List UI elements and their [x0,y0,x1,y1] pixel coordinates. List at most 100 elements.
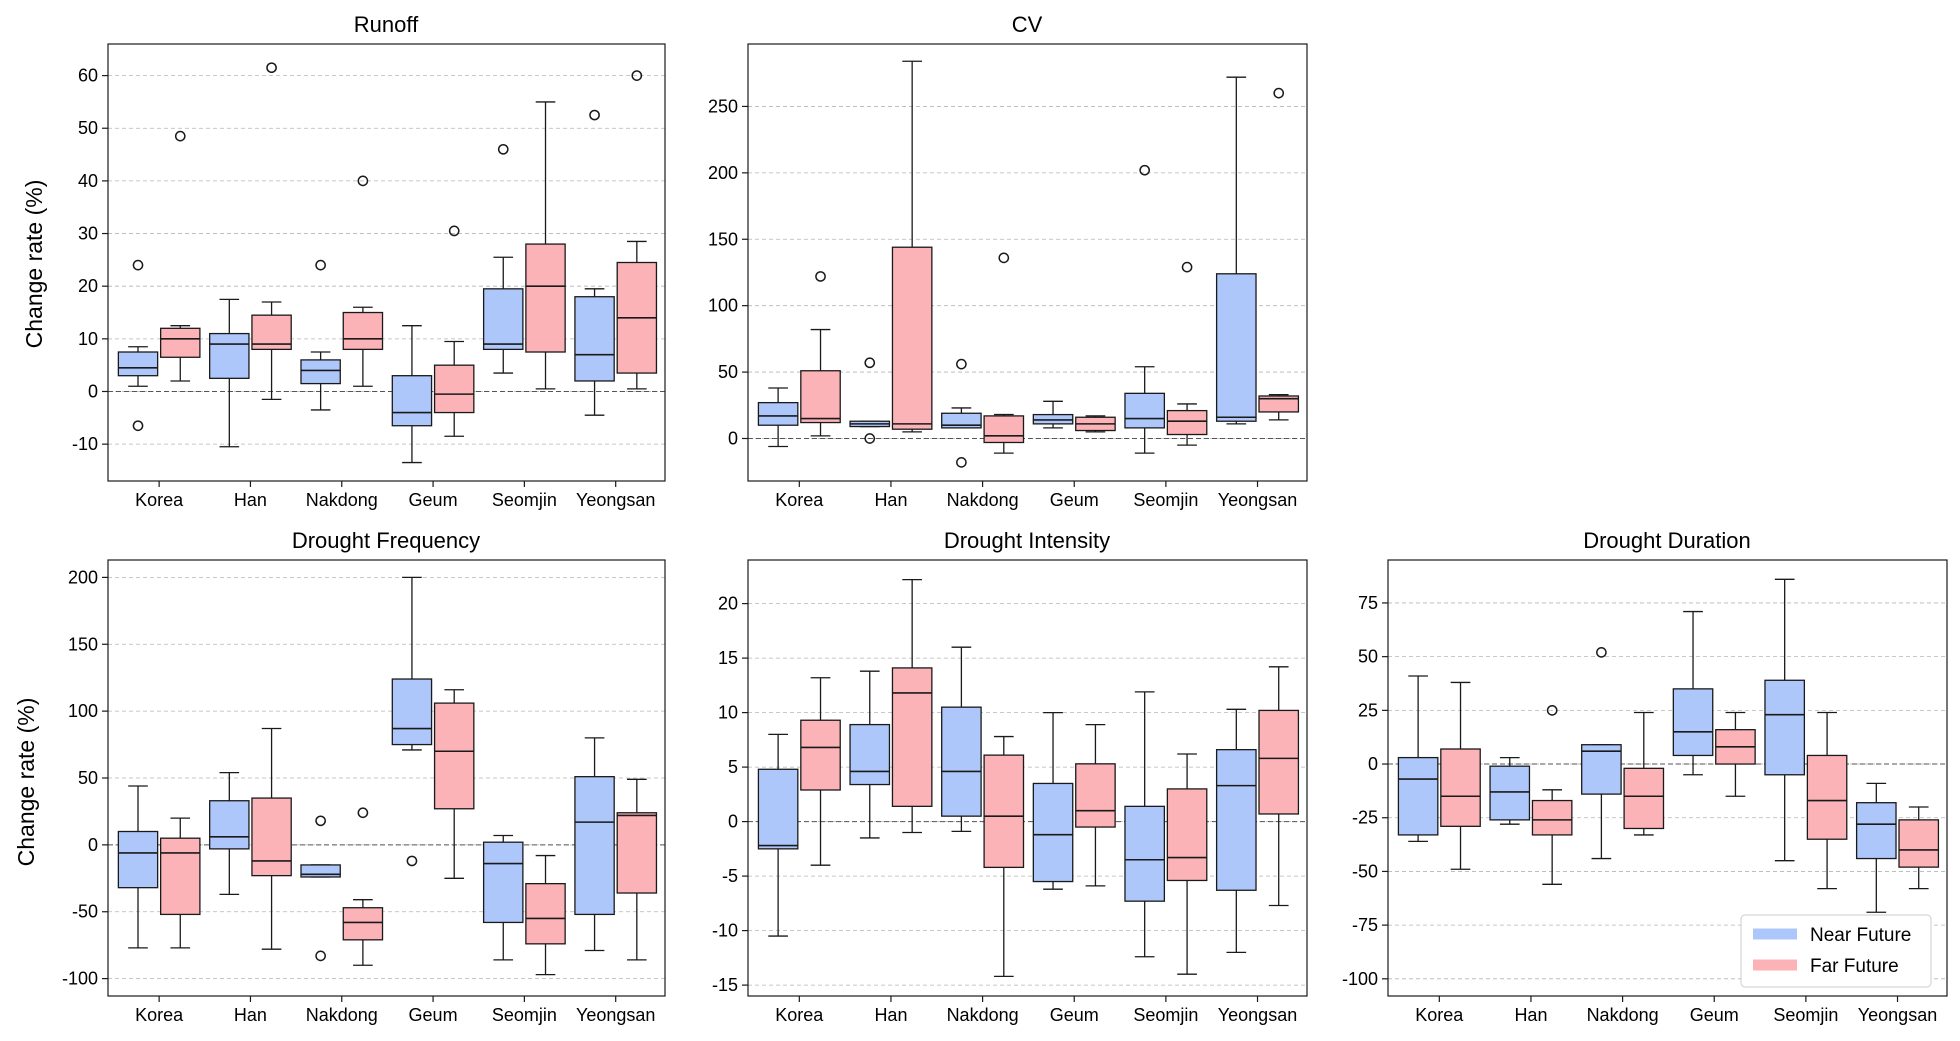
legend: Near Future Far Future [1740,914,1932,988]
axes-frame [107,43,666,482]
x-tick-label-yeongsan: Yeongsan [1858,1005,1937,1025]
y-tick-label: -50 [72,902,98,922]
box-near-future-korea [117,351,159,377]
x-tick-label-geum: Geum [409,1005,458,1025]
x-tick-label-nakdong: Nakdong [947,1005,1019,1025]
outlier-near-future-korea [132,259,144,271]
outlier-far-future-yeongsan [1273,87,1285,99]
box-far-future-korea [159,327,201,358]
x-tick-label-nakdong: Nakdong [1587,1005,1659,1025]
box-far-future-seomjin [1166,409,1208,436]
y-tick-label: 20 [78,276,98,296]
outlier-far-future-nakdong [357,175,369,187]
x-tick-label-seomjin: Seomjin [1773,1005,1838,1025]
y-tick-label: 0 [88,381,98,401]
box-near-future-nakdong [1581,744,1622,795]
panel-title: CV [1012,12,1043,37]
y-tick-label: 40 [78,171,98,191]
box-near-future-han [209,332,250,379]
axes-frame [1387,559,1948,997]
outlier-near-future-geum [406,855,418,867]
x-tick-label-seomjin: Seomjin [1133,1005,1198,1025]
outlier-near-future-seomjin [1139,164,1151,176]
box-near-future-korea [757,401,799,426]
outlier-near-future-nakdong [315,950,326,962]
box-near-future-nakdong [300,359,341,385]
outlier-far-future-han [266,62,277,74]
box-near-future-geum [1672,688,1714,757]
y-tick-label: 100 [708,296,738,316]
box-far-future-yeongsan [1258,709,1300,815]
y-tick-label: 10 [78,329,98,349]
x-tick-label-seomjin: Seomjin [492,490,557,510]
legend-label-near-future: Near Future [1810,925,1911,946]
panel-cv: CV 0 50 100 150 200 250 Korea Han Nakdong Geum Seo… [708,12,1308,510]
box-far-future-seomjin [525,243,566,353]
outlier-near-future-han [864,357,876,369]
x-tick-label-han: Han [874,1005,907,1025]
box-near-future-yeongsan [1855,802,1897,860]
x-tick-label-han: Han [234,1005,267,1025]
x-tick-label-korea: Korea [135,490,184,510]
box-near-future-yeongsan [574,776,615,916]
y-tick-label: -10 [712,921,738,941]
y-tick-label: 0 [728,428,738,448]
box-near-future-yeongsan [1215,273,1257,422]
y-tick-label: 0 [1368,754,1378,774]
box-near-future-han [209,800,250,850]
box-far-future-seomjin [1166,788,1208,882]
x-tick-label-seomjin: Seomjin [492,1005,557,1025]
panel-title: Drought Intensity [944,528,1110,553]
box-far-future-korea [800,719,841,791]
x-tick-label-han: Han [1514,1005,1547,1025]
outlier-far-future-nakdong [998,252,1010,264]
y-tick-label: 60 [78,66,98,86]
box-far-future-han [251,797,292,877]
box-far-future-nakdong [342,907,384,941]
y-tick-label: -10 [72,434,98,454]
box-far-future-yeongsan [1898,819,1940,868]
panel-drought-duration: Drought Duration -100 -75 -50 -25 0 25 50 75 Kor… [1342,528,1948,1025]
y-tick-label: 20 [718,594,738,614]
box-far-future-han [1531,799,1573,836]
y-tick-label: 15 [718,648,738,668]
box-far-future-yeongsan [616,812,658,894]
x-tick-label-korea: Korea [775,490,824,510]
y-tick-label: 100 [68,701,98,721]
y-tick-label: 250 [708,96,738,116]
x-tick-label-nakdong: Nakdong [947,490,1019,510]
y-tick-label: 25 [1358,700,1378,720]
box-near-future-yeongsan [1215,749,1257,891]
x-tick-label-yeongsan: Yeongsan [1218,1005,1297,1025]
box-near-future-yeongsan [574,296,615,382]
outlier-near-future-seomjin [497,143,509,155]
outlier-far-future-seomjin [1181,261,1193,273]
panel-title: Runoff [354,12,419,37]
y-tick-label: 50 [78,118,98,138]
outlier-near-future-korea [132,420,144,432]
box-near-future-seomjin [482,841,524,924]
x-tick-label-korea: Korea [775,1005,824,1025]
box-far-future-geum [433,364,475,414]
x-tick-label-korea: Korea [135,1005,184,1025]
y-tick-label: -75 [1352,915,1378,935]
y-tick-label: -100 [1342,969,1378,989]
y-tick-label: 150 [68,634,98,654]
box-near-future-geum [1032,782,1074,883]
box-near-future-korea [1397,756,1439,836]
panel-drought-frequency: Drought Frequency -100 -50 0 50 100 150 200 Kor… [62,528,666,1025]
box-far-future-nakdong [983,754,1025,869]
outlier-far-future-korea [815,271,826,282]
y-tick-label: -50 [1352,861,1378,881]
y-tick-label: -25 [1352,808,1378,828]
x-tick-label-seomjin: Seomjin [1133,490,1198,510]
outlier-far-future-han [1546,704,1558,716]
x-tick-label-yeongsan: Yeongsan [1218,490,1297,510]
outlier-near-future-nakdong [956,457,967,468]
x-tick-label-han: Han [234,490,267,510]
box-near-future-seomjin [1764,679,1806,776]
y-axis-label-bottom: Change rate (%) [13,698,39,867]
x-tick-label-geum: Geum [1690,1005,1739,1025]
y-tick-label: 0 [728,812,738,832]
